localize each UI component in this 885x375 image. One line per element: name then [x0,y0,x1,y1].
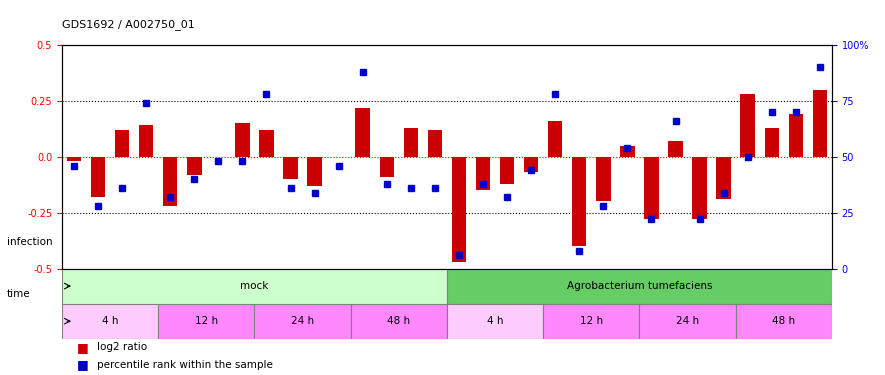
Text: time: time [7,290,31,299]
Text: ■: ■ [77,341,89,354]
FancyBboxPatch shape [639,304,735,339]
Text: 24 h: 24 h [676,316,699,326]
Bar [692,157,707,219]
Bar [500,157,514,184]
Text: 12 h: 12 h [580,316,603,326]
FancyBboxPatch shape [62,304,158,339]
Bar [163,157,177,206]
Bar [596,157,611,201]
Bar [572,157,587,246]
Bar [668,141,682,157]
Bar [404,128,418,157]
Bar [139,126,153,157]
Text: Agrobacterium tumefaciens: Agrobacterium tumefaciens [566,281,712,291]
Bar [620,146,635,157]
Bar [307,157,322,186]
Text: 12 h: 12 h [195,316,218,326]
Bar [812,90,827,157]
Bar [356,108,370,157]
Bar [91,157,105,197]
Text: 4 h: 4 h [102,316,119,326]
Bar [283,157,297,179]
Text: 48 h: 48 h [773,316,796,326]
Bar [380,157,394,177]
Bar [235,123,250,157]
FancyBboxPatch shape [447,268,832,304]
FancyBboxPatch shape [158,304,255,339]
Text: percentile rank within the sample: percentile rank within the sample [96,360,273,370]
Bar [259,130,273,157]
Bar [716,157,731,199]
FancyBboxPatch shape [62,268,447,304]
Text: ■: ■ [77,358,89,371]
Text: infection: infection [7,237,53,247]
Bar [187,157,202,175]
Text: log2 ratio: log2 ratio [96,342,147,352]
FancyBboxPatch shape [350,304,447,339]
Text: GDS1692 / A002750_01: GDS1692 / A002750_01 [62,19,195,30]
FancyBboxPatch shape [735,304,832,339]
FancyBboxPatch shape [255,304,350,339]
Text: mock: mock [240,281,269,291]
Bar [548,121,563,157]
Bar [765,128,779,157]
FancyBboxPatch shape [543,304,639,339]
Bar [66,157,81,161]
Bar [524,157,538,172]
Bar [115,130,129,157]
Bar [451,157,466,262]
Text: 4 h: 4 h [487,316,504,326]
Text: 24 h: 24 h [291,316,314,326]
FancyBboxPatch shape [447,304,543,339]
Text: 48 h: 48 h [388,316,411,326]
Bar [476,157,490,190]
Bar [427,130,442,157]
Bar [644,157,658,219]
Bar [789,114,803,157]
Bar [741,94,755,157]
